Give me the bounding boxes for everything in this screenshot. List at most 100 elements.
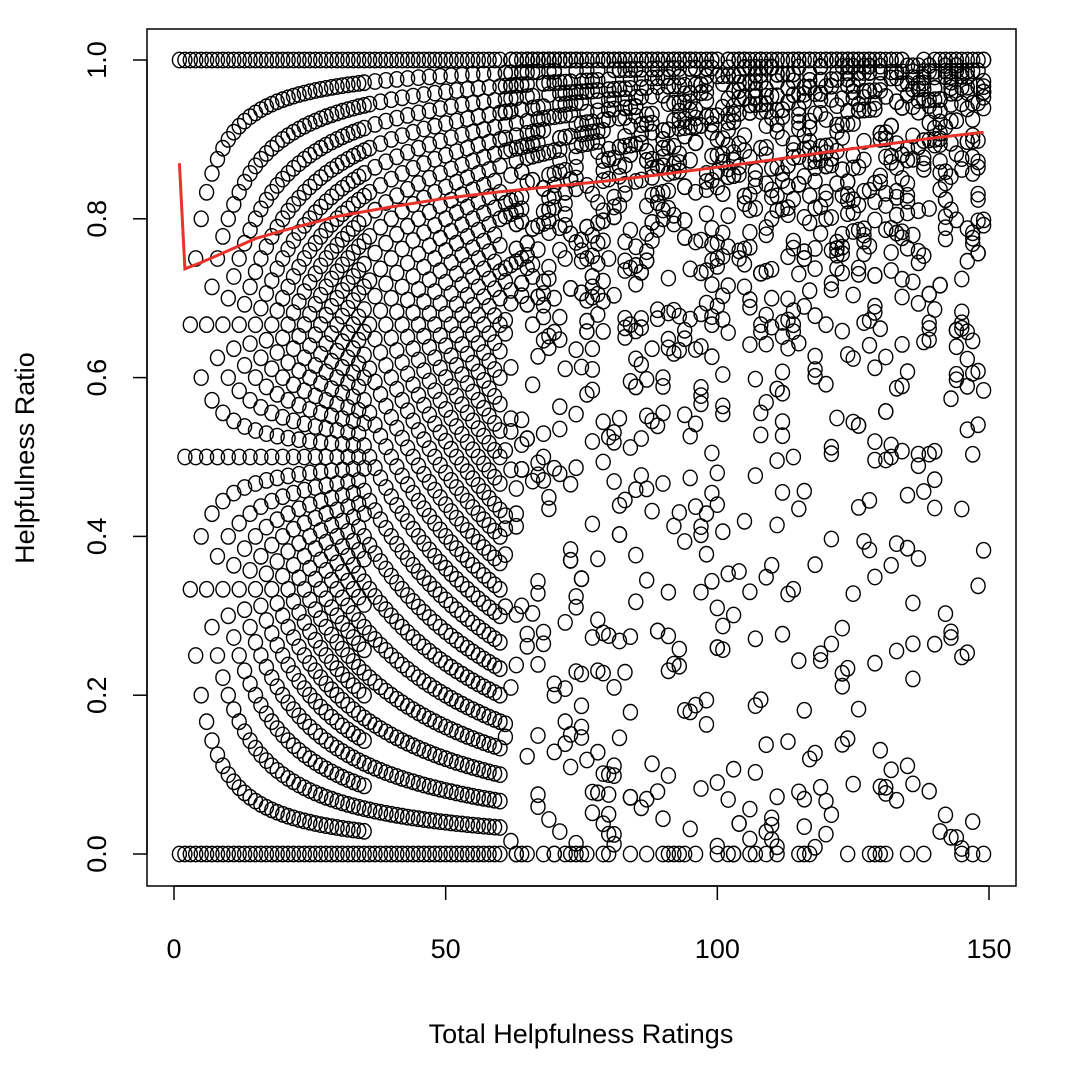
scatter-point (389, 419, 405, 437)
scatter-point (275, 647, 291, 664)
scatter-point (720, 113, 736, 131)
scatter-point (677, 178, 693, 196)
scatter-point (389, 574, 405, 592)
scatter-point (628, 378, 644, 396)
scatter-point (698, 691, 715, 709)
scatter-point (209, 51, 226, 69)
scatter-point (476, 817, 492, 835)
scatter-point (258, 144, 275, 162)
scatter-point (850, 417, 867, 434)
scatter-point (476, 483, 492, 501)
scatter-point (427, 547, 443, 565)
scatter-point (492, 448, 508, 466)
scatter-point (416, 638, 432, 656)
scatter-point (649, 783, 666, 800)
scatter-point (530, 656, 546, 673)
scatter-point (872, 82, 888, 99)
scatter-point (796, 243, 812, 261)
scatter-point (247, 157, 264, 175)
scatter-point (454, 306, 470, 324)
scatter-point (215, 227, 231, 245)
scatter-point (742, 298, 758, 316)
scatter-point (427, 84, 443, 102)
scatter-point (959, 323, 975, 341)
scatter-point (492, 342, 508, 360)
scatter-point (226, 412, 242, 430)
scatter-point (405, 412, 421, 430)
scatter-point (579, 845, 595, 863)
scatter-point (394, 316, 410, 334)
scatter-point (264, 360, 280, 378)
scatter-point (894, 288, 910, 306)
scatter-point (764, 556, 780, 574)
scatter-point (823, 438, 840, 456)
scatter-point (791, 265, 807, 283)
scatter-point (313, 669, 329, 686)
scatter-point (959, 350, 975, 368)
scatter-point (584, 72, 601, 90)
scatter-point (693, 231, 709, 249)
scatter-point (948, 57, 965, 74)
scatter-point (557, 161, 573, 179)
scatter-point (269, 427, 285, 445)
scatter-point (943, 390, 959, 408)
scatter-point (856, 220, 872, 238)
scatter-point (628, 481, 644, 499)
scatter-point (258, 752, 275, 769)
scatter-point (367, 502, 383, 519)
scatter-point (476, 455, 492, 473)
scatter-point (231, 779, 247, 797)
scatter-point (948, 365, 965, 383)
scatter-point (660, 583, 677, 601)
scatter-point (416, 120, 432, 138)
scatter-point (850, 700, 867, 718)
scatter-point (296, 713, 313, 731)
scatter-point (807, 838, 823, 856)
scatter-point (443, 409, 459, 427)
scatter-point (367, 845, 383, 863)
scatter-point (508, 606, 524, 623)
scatter-point (736, 512, 753, 530)
scatter-point (552, 398, 568, 416)
scatter-point (410, 175, 427, 192)
scatter-point (579, 114, 595, 132)
scatter-point (242, 562, 258, 579)
scatter-point (579, 51, 595, 69)
scatter-point (399, 808, 416, 826)
scatter-point (823, 445, 840, 463)
scatter-point (639, 115, 655, 133)
scatter-point (562, 73, 579, 91)
scatter-point (448, 815, 465, 832)
scatter-point (791, 845, 807, 863)
scatter-point (215, 139, 231, 157)
scatter-point (454, 546, 470, 563)
scatter-point (584, 433, 601, 450)
scatter-point (557, 73, 573, 91)
scatter-point (302, 210, 318, 228)
scatter-point (416, 51, 432, 69)
scatter-point (367, 802, 383, 820)
scatter-point (275, 607, 291, 625)
scatter-point (943, 62, 959, 80)
scatter-point (378, 438, 394, 456)
scatter-point (965, 229, 981, 247)
scatter-point (943, 629, 959, 646)
scatter-point (774, 483, 791, 501)
scatter-point (313, 316, 329, 334)
scatter-point (470, 817, 486, 834)
scatter-point (655, 475, 671, 492)
scatter-point (840, 730, 856, 748)
scatter-point (345, 364, 361, 382)
scatter-point (704, 348, 720, 366)
scatter-point (356, 641, 372, 659)
scatter-point (541, 270, 557, 287)
scatter-point (595, 232, 611, 250)
scatter-point (378, 601, 394, 619)
scatter-point (443, 347, 459, 365)
scatter-point (660, 95, 677, 113)
scatter-point (470, 335, 486, 352)
scatter-point (937, 230, 954, 248)
scatter-point (438, 782, 454, 799)
scatter-point (204, 278, 220, 296)
scatter-point (372, 302, 389, 320)
